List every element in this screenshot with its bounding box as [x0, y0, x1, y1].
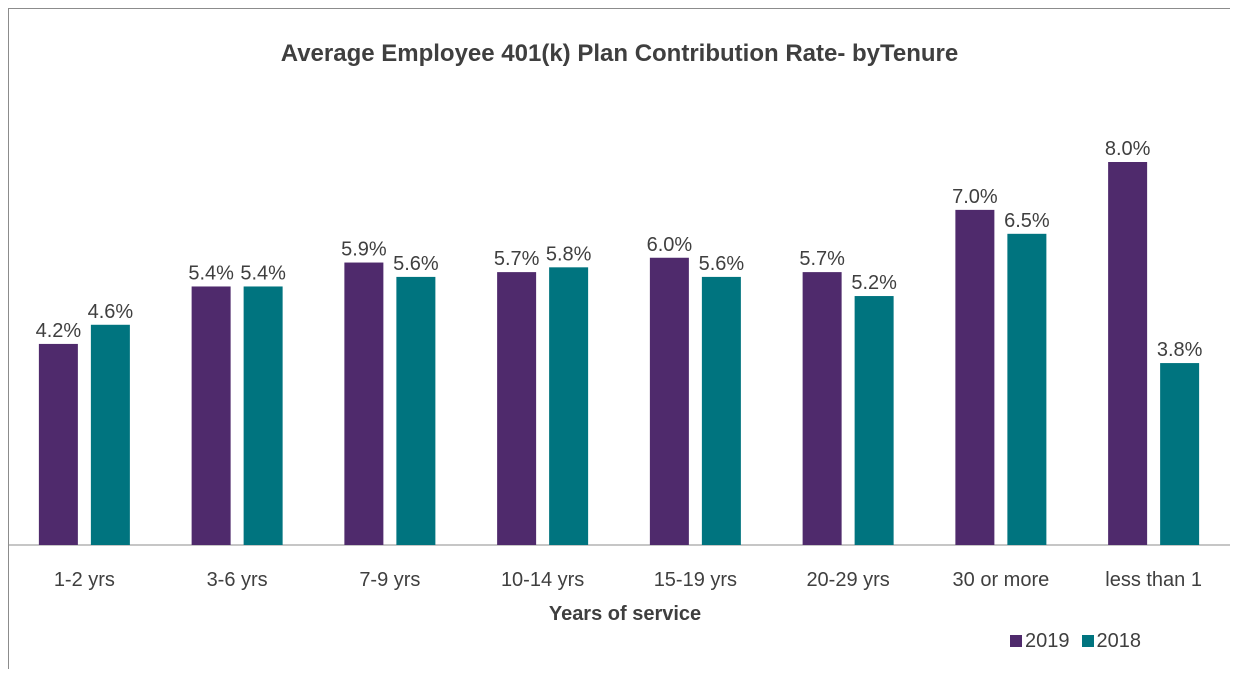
bar-2019-5	[649, 257, 689, 545]
bar-2019-6	[802, 272, 842, 545]
legend-label-2018: 2018	[1096, 629, 1142, 652]
data-label-2019-2: 5.4%	[188, 262, 234, 284]
data-label-2019-8: 8.0%	[1105, 138, 1151, 160]
x-tick-label-8: less than 1	[1105, 569, 1202, 591]
bar-2018-5	[701, 276, 741, 545]
bar-2018-3	[396, 276, 436, 545]
data-label-2019-6: 5.7%	[799, 248, 845, 270]
data-label-2019-5: 6.0%	[647, 234, 693, 256]
data-label-2018-3: 5.6%	[393, 253, 439, 275]
bar-2018-8	[1160, 363, 1200, 545]
x-tick-label-3: 7-9 yrs	[359, 569, 420, 591]
x-tick-label-1: 1-2 yrs	[54, 569, 115, 591]
legend-item-2018: 2018	[1081, 629, 1142, 653]
legend-swatch-2019	[1010, 635, 1022, 647]
legend: 2019 2018	[1010, 626, 1141, 656]
data-label-2019-7: 7.0%	[952, 186, 998, 208]
bar-2018-6	[854, 296, 894, 545]
bar-2018-2	[243, 286, 283, 545]
data-label-2018-1: 4.6%	[88, 301, 134, 323]
bar-2019-3	[344, 262, 384, 545]
x-tick-label-4: 10-14 yrs	[501, 569, 584, 591]
x-tick-label-2: 3-6 yrs	[207, 569, 268, 591]
legend-swatch-2018	[1081, 635, 1094, 647]
x-tick-label-5: 15-19 yrs	[654, 569, 737, 591]
legend-item-2019: 2019	[1010, 630, 1070, 653]
bar-2019-8	[1108, 162, 1148, 545]
data-label-2018-7: 6.5%	[1004, 210, 1050, 232]
bar-2019-1	[38, 343, 78, 545]
data-label-2019-1: 4.2%	[36, 320, 82, 342]
chart-frame	[8, 8, 1230, 669]
bar-2019-7	[955, 209, 995, 545]
data-label-2018-4: 5.8%	[546, 243, 592, 265]
data-label-2018-5: 5.6%	[699, 253, 745, 275]
data-label-2018-2: 5.4%	[240, 262, 286, 284]
data-label-2018-6: 5.2%	[851, 272, 897, 294]
data-label-2019-4: 5.7%	[494, 248, 540, 270]
x-tick-label-6: 20-29 yrs	[806, 569, 889, 591]
x-tick-label-7: 30 or more	[953, 569, 1050, 591]
x-axis-title: Years of service	[548, 603, 702, 625]
chart-title: Average Employee 401(k) Plan Contributio…	[280, 40, 959, 67]
data-label-2019-3: 5.9%	[341, 239, 387, 261]
bar-2018-7	[1007, 233, 1047, 545]
data-label-2018-8: 3.8%	[1157, 339, 1203, 361]
legend-label-2019: 2019	[1025, 629, 1070, 652]
bar-2019-4	[497, 272, 537, 545]
bar-2018-1	[90, 324, 130, 545]
bar-2018-4	[549, 267, 589, 545]
bar-2019-2	[191, 286, 231, 545]
